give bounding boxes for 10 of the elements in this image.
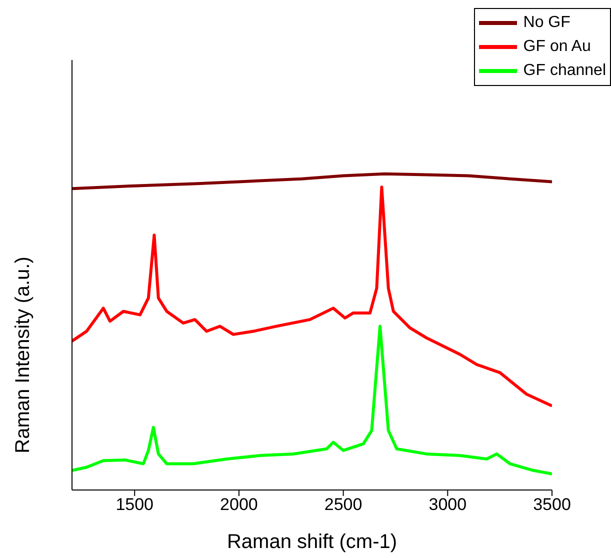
x-tick-label: 3500	[533, 495, 571, 514]
legend-label: No GF	[523, 14, 570, 32]
x-tick-label: 2500	[324, 495, 362, 514]
x-tick-label: 3000	[428, 495, 467, 514]
x-axis-title: Raman shift (cm-1)	[226, 531, 398, 553]
x-tick-label: 2000	[220, 495, 258, 514]
x-tick-label: 1500	[116, 495, 154, 514]
legend-label: GF on Au	[523, 38, 591, 56]
legend-label: GF channel	[523, 62, 606, 80]
y-axis-title: Raman Intensity (a.u.)	[12, 256, 34, 454]
